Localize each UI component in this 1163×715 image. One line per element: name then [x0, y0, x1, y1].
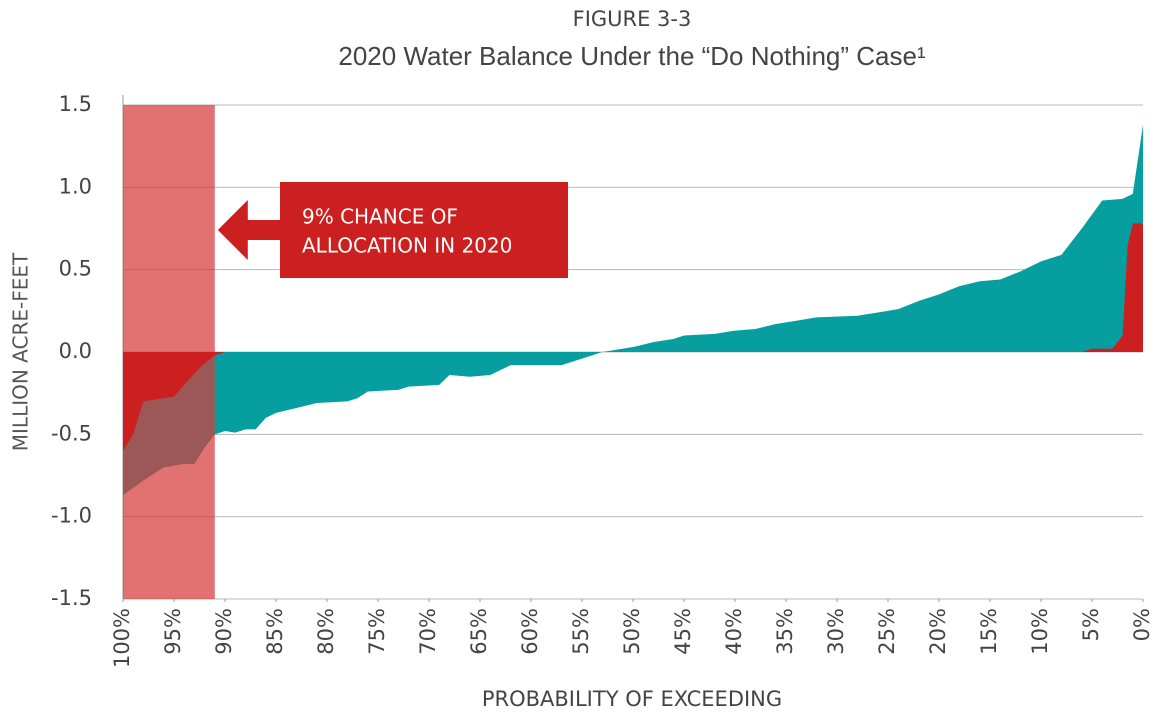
chart-title: FIGURE 3-3 [573, 7, 692, 31]
x-tick-label: 40% [722, 608, 746, 655]
x-tick-label: 100% [110, 608, 134, 668]
annotation-text: 9% CHANCE OF [302, 205, 458, 229]
annotation-box [280, 182, 568, 278]
y-tick-label: -1.5 [51, 586, 92, 610]
x-tick-label: 0% [1130, 608, 1154, 641]
x-tick-label: 20% [926, 608, 950, 655]
x-tick-label: 95% [161, 608, 185, 655]
x-tick-label: 5% [1079, 608, 1103, 641]
y-tick-label: -0.5 [51, 421, 92, 445]
x-tick-label: 10% [1028, 608, 1052, 655]
y-tick-label: 1.0 [59, 174, 92, 198]
x-tick-label: 75% [365, 608, 389, 655]
x-tick-label: 85% [263, 608, 287, 655]
y-tick-label: -1.0 [51, 504, 92, 528]
x-tick-label: 65% [467, 608, 491, 655]
x-axis-label: PROBABILITY OF EXCEEDING [482, 687, 782, 711]
annotation-arrow [217, 200, 280, 260]
x-tick-label: 25% [875, 608, 899, 655]
x-tick-label: 35% [773, 608, 797, 655]
y-tick-label: 1.5 [59, 92, 92, 116]
y-tick-label: 0.0 [59, 339, 92, 363]
y-tick-label: 0.5 [59, 257, 92, 281]
y-axis-label: MILLION ACRE-FEET [9, 252, 33, 451]
chart-subtitle: 2020 Water Balance Under the “Do Nothing… [338, 41, 926, 71]
x-tick-label: 45% [671, 608, 695, 655]
x-tick-label: 60% [518, 608, 542, 655]
x-tick-label: 55% [569, 608, 593, 655]
x-tick-label: 80% [314, 608, 338, 655]
x-tick-label: 90% [212, 608, 236, 655]
area [123, 124, 1143, 496]
x-tick-label: 50% [620, 608, 644, 655]
x-tick-label: 15% [977, 608, 1001, 655]
annotation-text: ALLOCATION IN 2020 [302, 234, 512, 258]
x-tick-label: 30% [824, 608, 848, 655]
x-tick-label: 70% [416, 608, 440, 655]
